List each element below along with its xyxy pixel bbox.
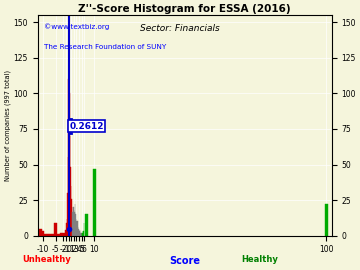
Bar — [72, 211, 73, 236]
Bar — [83, 231, 84, 236]
Bar — [81, 233, 82, 236]
Bar — [47, 234, 49, 236]
Bar — [44, 234, 47, 236]
Bar — [69, 93, 70, 236]
Bar — [71, 199, 72, 236]
Bar — [85, 214, 88, 236]
Bar — [68, 79, 69, 236]
Bar — [79, 231, 80, 236]
Bar — [66, 223, 67, 236]
Bar — [60, 233, 62, 236]
Bar — [65, 230, 67, 236]
X-axis label: Score: Score — [169, 256, 200, 266]
Text: ©www.textbiz.org: ©www.textbiz.org — [44, 24, 109, 31]
Title: Z''-Score Histogram for ESSA (2016): Z''-Score Histogram for ESSA (2016) — [78, 4, 291, 14]
Bar — [77, 221, 78, 236]
Bar — [70, 136, 71, 236]
Y-axis label: Number of companies (997 total): Number of companies (997 total) — [4, 70, 11, 181]
Text: Healthy: Healthy — [241, 255, 278, 264]
Bar — [325, 204, 328, 236]
Text: Sector: Financials: Sector: Financials — [140, 24, 220, 33]
Text: Unhealthy: Unhealthy — [22, 255, 71, 264]
Bar — [41, 231, 44, 236]
Bar — [57, 234, 60, 236]
Bar — [82, 233, 83, 236]
Bar — [78, 229, 79, 236]
Bar — [54, 223, 57, 236]
Bar — [67, 193, 68, 236]
Text: 0.2612: 0.2612 — [69, 122, 104, 131]
Bar — [49, 234, 52, 236]
Bar — [39, 229, 41, 236]
Text: The Research Foundation of SUNY: The Research Foundation of SUNY — [44, 44, 166, 50]
Bar — [74, 211, 75, 236]
Bar — [93, 169, 96, 236]
Bar — [76, 221, 77, 236]
Bar — [80, 233, 81, 236]
Bar — [75, 214, 76, 236]
Bar — [52, 234, 54, 236]
Bar — [62, 233, 65, 236]
Bar — [73, 210, 74, 236]
